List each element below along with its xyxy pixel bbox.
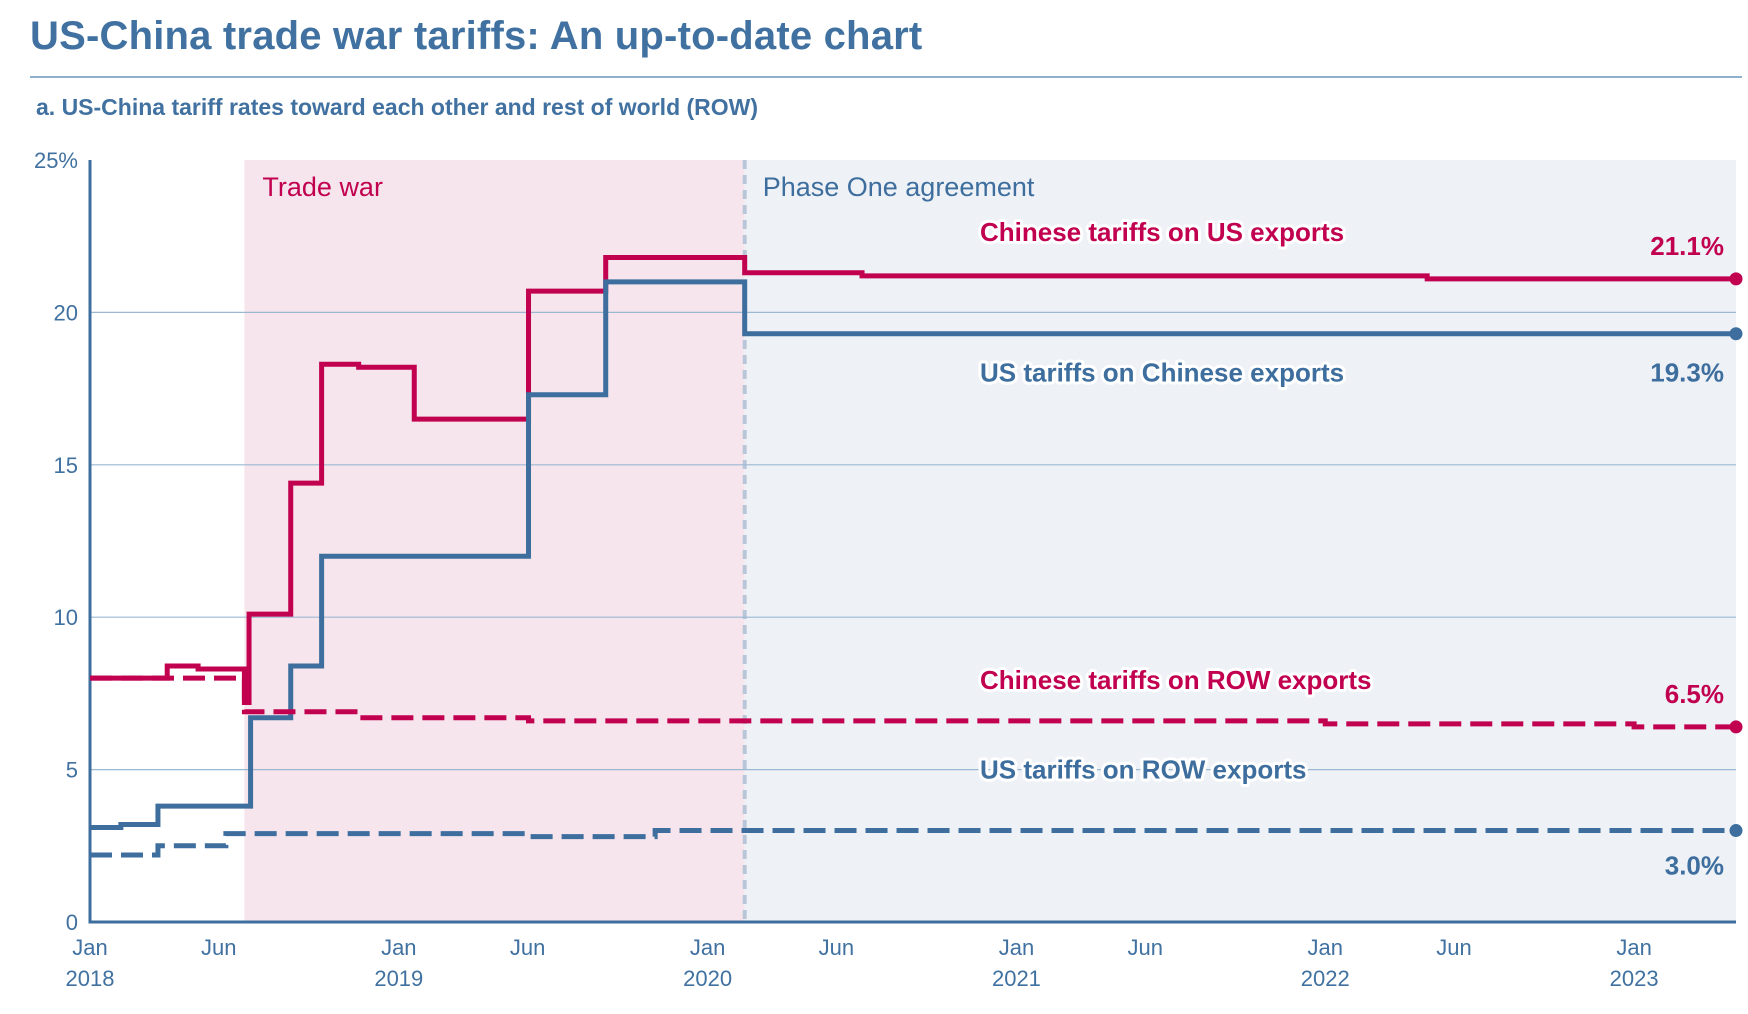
- series-label-chinese-tariffs-on-us-exports: Chinese tariffs on US exports: [980, 217, 1344, 247]
- y-tick-15: 15: [54, 453, 78, 478]
- x-tick-month-9: Jun: [1436, 935, 1471, 960]
- series-labels: Chinese tariffs on US exports 21.1% US tar…: [977, 214, 1724, 881]
- series-end-value-us-tariffs-on-row-exports: 3.0%: [1665, 851, 1724, 881]
- series-label-chinese-tariffs-on-row-exports: Chinese tariffs on ROW exports: [980, 665, 1372, 695]
- series-line-us-tariffs-on-chinese-exports: [90, 279, 1736, 831]
- x-tick-month-5: Jun: [819, 935, 854, 960]
- period-band-phase-one-agreement: [744, 160, 1736, 922]
- series-line-chinese-tariffs-on-row-exports: [90, 675, 1736, 730]
- x-tick-month-6: Jan: [999, 935, 1034, 960]
- x-tick-month-10: Jan: [1616, 935, 1651, 960]
- period-label-trade-war: Trade war: [262, 172, 383, 202]
- x-tick-labels: Jan 2018 Jun Jan 2019 Jun Jan 2020 Jun Jan 2021 Jun…: [66, 935, 1659, 991]
- y-tick-labels: 0 5 10 15 20 25%: [34, 148, 78, 935]
- y-tick-25: 25%: [34, 148, 78, 173]
- x-tick-year-2022: 2022: [1301, 966, 1350, 991]
- x-tick-month-7: Jun: [1127, 935, 1162, 960]
- series-label-us-tariffs-on-chinese-exports: US tariffs on Chinese exports: [980, 358, 1344, 388]
- title-divider: [30, 76, 1742, 78]
- x-tick-year-2019: 2019: [374, 966, 423, 991]
- series-line-chinese-tariffs-on-us-exports: [90, 255, 1736, 706]
- x-tick-month-2: Jan: [381, 935, 416, 960]
- x-tick-year-2020: 2020: [683, 966, 732, 991]
- series-endpoint-us-tariffs-on-row-exports: [1729, 824, 1743, 838]
- x-tick-month-3: Jun: [510, 935, 545, 960]
- series-endpoint-chinese-tariffs-on-row-exports: [1729, 720, 1743, 734]
- y-gridlines: [90, 311, 1736, 771]
- x-tick-year-2021: 2021: [992, 966, 1041, 991]
- y-tick-20: 20: [54, 300, 78, 325]
- series-endpoint-us-tariffs-on-chinese-exports: [1729, 327, 1743, 341]
- series-end-value-us-tariffs-on-chinese-exports: 19.3%: [1650, 358, 1724, 388]
- period-band-trade-war: [244, 160, 745, 922]
- period-label-phase-one-agreement: Phase One agreement: [763, 172, 1035, 202]
- x-tick-year-2018: 2018: [66, 966, 115, 991]
- series-end-value-chinese-tariffs-on-row-exports: 6.5%: [1665, 679, 1724, 709]
- chart-title: US-China trade war tariffs: An up-to-dat…: [30, 14, 923, 58]
- series-lines: [90, 255, 1743, 858]
- series-end-value-chinese-tariffs-on-us-exports: 21.1%: [1650, 231, 1724, 261]
- series-line-us-tariffs-on-row-exports: [90, 828, 1736, 858]
- y-tick-10: 10: [54, 605, 78, 630]
- x-tick-month-8: Jan: [1308, 935, 1343, 960]
- x-tick-month-0: Jan: [72, 935, 107, 960]
- y-tick-5: 5: [66, 758, 78, 783]
- y-tick-0: 0: [66, 910, 78, 935]
- chart-subtitle: a. US-China tariff rates toward each oth…: [36, 94, 759, 120]
- series-label-us-tariffs-on-row-exports: US tariffs on ROW exports: [980, 755, 1306, 785]
- axes: [88, 160, 1736, 924]
- x-tick-month-1: Jun: [201, 935, 236, 960]
- x-tick-month-4: Jan: [690, 935, 725, 960]
- x-tick-year-2023: 2023: [1610, 966, 1659, 991]
- period-bands: Trade war Phase One agreement: [244, 160, 1736, 922]
- series-endpoint-chinese-tariffs-on-us-exports: [1729, 272, 1743, 286]
